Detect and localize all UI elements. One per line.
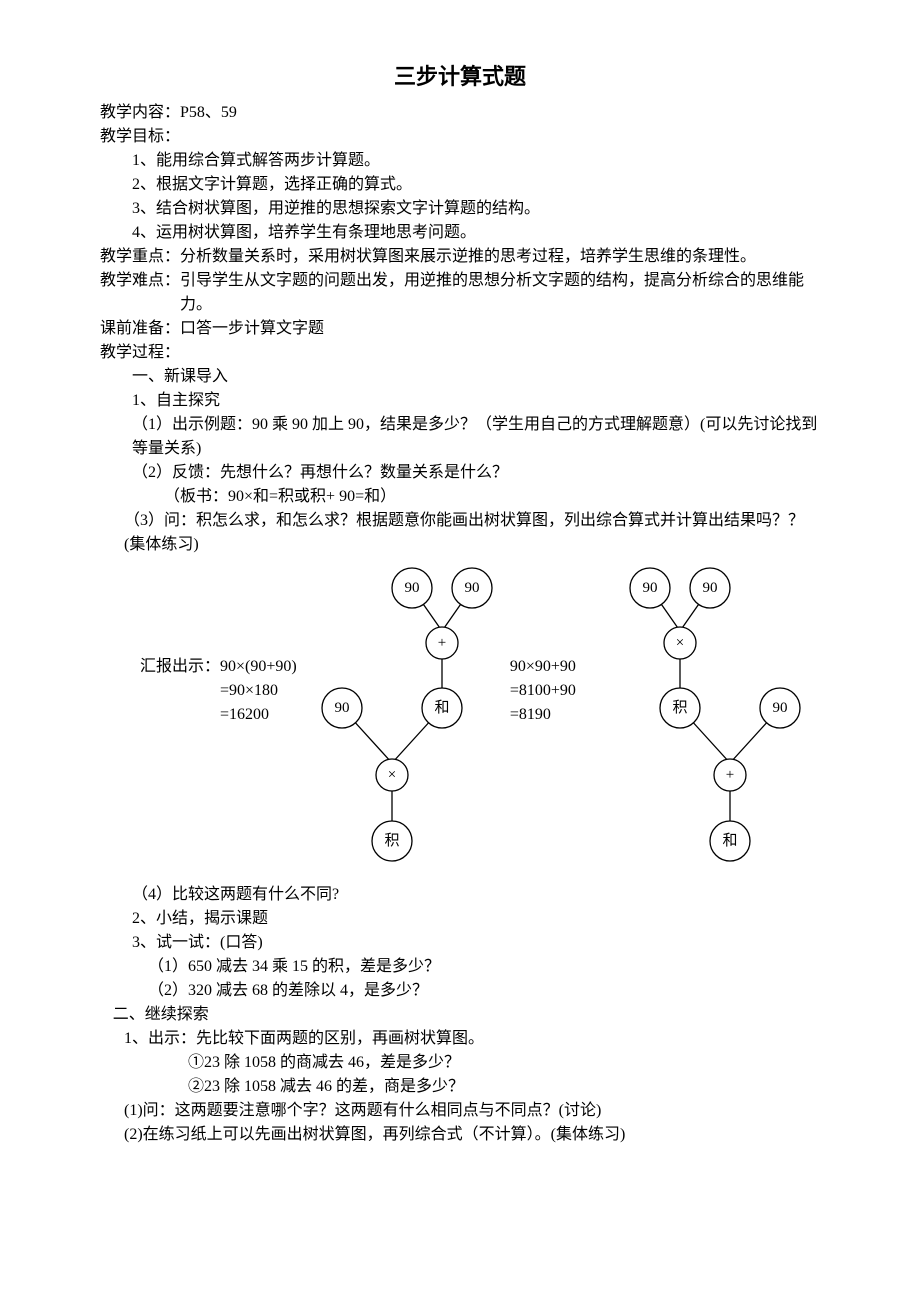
calc-right-l3: =8190: [510, 703, 610, 727]
section-2: 二、继续探索: [100, 1003, 820, 1027]
calc-left-l3: =16200: [140, 703, 302, 727]
section-2-q2: (2)在练习纸上可以先画出树状算图，再列综合式（不计算）。(集体练习): [100, 1123, 820, 1147]
tree-right: 90 90 × 积 90 + 和: [610, 563, 820, 873]
tree-node: 和: [722, 832, 737, 849]
section-1-1: 1、自主探究: [100, 389, 820, 413]
calc-left: 汇报出示：90×(90+90) =90×180 =16200: [100, 563, 302, 727]
paragraph-4: （4）比较这两题有什么不同?: [100, 883, 820, 907]
section-1-3: 3、试一试：(口答): [100, 931, 820, 955]
tree-op: ×: [388, 767, 396, 783]
section-2-q1: (1)问：这两题要注意哪个字？这两题有什么相同点与不同点？(讨论): [100, 1099, 820, 1123]
process-heading: 教学过程：: [100, 341, 820, 365]
calc-left-l2: =90×180: [140, 679, 302, 703]
calc-right-l2: =8100+90: [510, 679, 610, 703]
tree-op: +: [726, 767, 734, 783]
tree-node: 90: [703, 580, 718, 596]
tree-node: 积: [384, 832, 399, 849]
goal-item: 1、能用综合算式解答两步计算题。: [100, 149, 820, 173]
tree-node: 90: [464, 580, 479, 596]
key-point: 教学重点：分析数量关系时，采用树状算图来展示逆推的思考过程，培养学生思维的条理性…: [100, 245, 820, 269]
tree-node: 90: [773, 700, 788, 716]
section-2-1: 1、出示：先比较下面两题的区别，再画树状算图。: [100, 1027, 820, 1051]
tree-node: 90: [404, 580, 419, 596]
paragraph-3: （3）问：积怎么求，和怎么求？根据题意你能画出树状算图，列出综合算式并计算出结果…: [100, 509, 820, 557]
content-line: 教学内容：P58、59: [100, 101, 820, 125]
question-1: ①23 除 1058 的商减去 46，差是多少？: [100, 1051, 820, 1075]
try-1: （1）650 减去 34 乘 15 的积，差是多少？: [100, 955, 820, 979]
goal-item: 3、结合树状算图，用逆推的思想探索文字计算题的结构。: [100, 197, 820, 221]
paragraph-1: （1）出示例题：90 乘 90 加上 90，结果是多少？（学生用自己的方式理解题…: [100, 413, 820, 461]
diagram-row: 汇报出示：90×(90+90) =90×180 =16200 90 90 + 和…: [100, 563, 820, 873]
tree-node: 90: [334, 700, 349, 716]
goal-item: 2、根据文字计算题，选择正确的算式。: [100, 173, 820, 197]
try-2: （2）320 减去 68 的差除以 4，是多少？: [100, 979, 820, 1003]
question-2: ②23 除 1058 减去 46 的差，商是多少？: [100, 1075, 820, 1099]
tree-node: 积: [672, 699, 687, 716]
tree-op: ×: [676, 635, 684, 651]
goal-item: 4、运用树状算图，培养学生有条理地思考问题。: [100, 221, 820, 245]
paragraph-2: （2）反馈：先想什么？再想什么？数量关系是什么？: [100, 461, 820, 485]
tree-node: 90: [643, 580, 658, 596]
paragraph-2b: （板书：90×和=积或积+ 90=和）: [100, 485, 820, 509]
difficult-point: 教学难点：引导学生从文字题的问题出发，用逆推的思想分析文字题的结构，提高分析综合…: [100, 269, 820, 317]
calc-right: 90×90+90 =8100+90 =8190: [502, 563, 610, 727]
section-1: 一、新课导入: [100, 365, 820, 389]
tree-node: 和: [434, 699, 449, 716]
goals-heading: 教学目标：: [100, 125, 820, 149]
page-title: 三步计算式题: [100, 60, 820, 93]
tree-left: 90 90 + 和 90 × 积: [302, 563, 502, 873]
tree-op: +: [438, 635, 446, 651]
prep-line: 课前准备：口答一步计算文字题: [100, 317, 820, 341]
section-1-2: 2、小结，揭示课题: [100, 907, 820, 931]
calc-left-label: 汇报出示：: [140, 658, 220, 675]
calc-right-l1: 90×90+90: [510, 655, 610, 679]
calc-left-l1: 90×(90+90): [220, 658, 297, 675]
